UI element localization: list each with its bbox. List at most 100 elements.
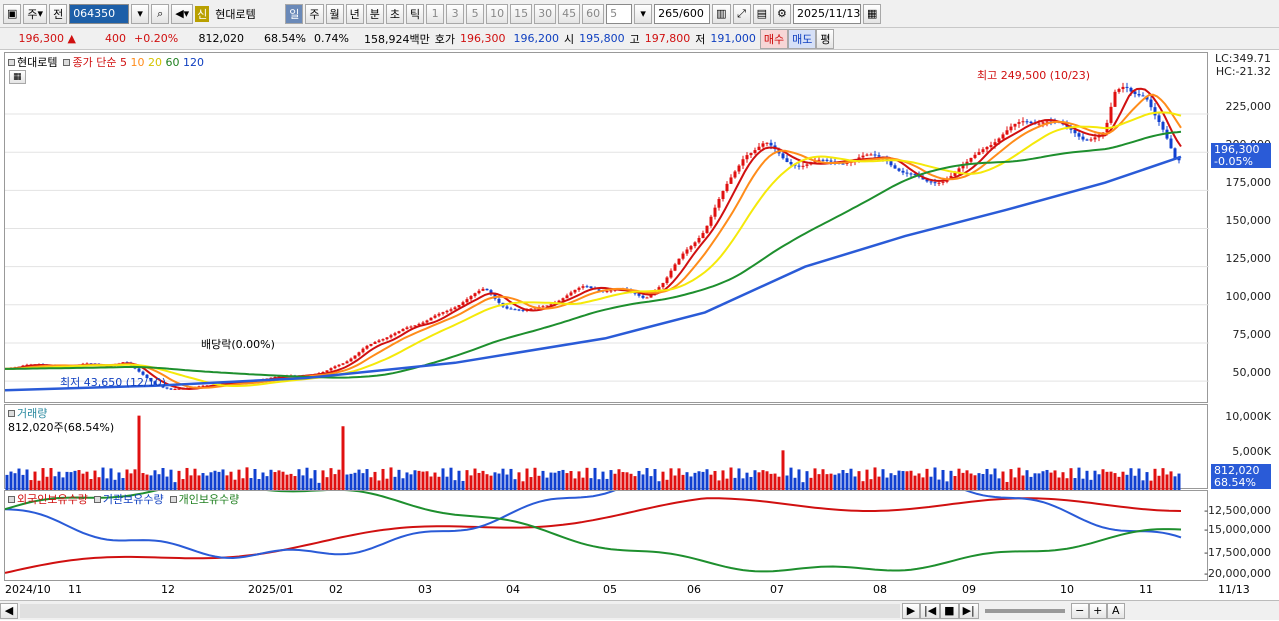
candle-body bbox=[933, 182, 937, 184]
zoom-in-icon[interactable]: + bbox=[1088, 602, 1107, 619]
crosshair-icon[interactable]: ⤢ bbox=[732, 3, 751, 24]
chart-tool-icon[interactable]: ▥ bbox=[712, 3, 731, 24]
buy-button[interactable]: 매수 bbox=[759, 28, 789, 49]
interval-15[interactable]: 15 bbox=[510, 3, 533, 24]
x-tick: 2024/10 bbox=[5, 583, 51, 596]
candle-body bbox=[509, 308, 513, 310]
price-axis: LC:349.71 HC:-21.32 225,000 200,000 175,… bbox=[1209, 52, 1275, 403]
volume-bar bbox=[961, 472, 965, 490]
chart-scrollbar[interactable]: ◀ ▶ |◀ ■ ▶| − + A bbox=[0, 600, 1279, 620]
zoom-slider[interactable] bbox=[984, 608, 1065, 613]
volume-bar bbox=[753, 470, 757, 490]
x-tick: 11 bbox=[68, 583, 82, 596]
period-tick[interactable]: 틱 bbox=[406, 3, 425, 24]
interval-3[interactable]: 3 bbox=[446, 3, 465, 24]
change-pct: +0.20% bbox=[134, 32, 179, 45]
volume-bar bbox=[193, 468, 197, 490]
candle-body bbox=[789, 162, 793, 165]
last-icon[interactable]: ▶| bbox=[958, 602, 979, 619]
volume-bar bbox=[573, 478, 577, 490]
period-second[interactable]: 초 bbox=[385, 3, 405, 24]
volume-bar bbox=[385, 478, 389, 490]
scroll-left-icon[interactable]: ◀ bbox=[0, 602, 18, 619]
volume-bar bbox=[1049, 472, 1053, 490]
volume-bar bbox=[709, 474, 713, 490]
period-month[interactable]: 월 bbox=[325, 3, 344, 24]
font-icon[interactable]: A bbox=[1106, 602, 1125, 619]
candle-body bbox=[513, 309, 517, 311]
candle-body bbox=[573, 289, 577, 293]
volume-bar bbox=[373, 471, 377, 490]
volume-bar bbox=[797, 469, 801, 490]
market-select[interactable]: 주 ▾ bbox=[23, 3, 48, 24]
gear-icon[interactable]: ⚙ bbox=[772, 3, 791, 24]
holding-pane[interactable]: 외국인보유수량 기관보유수량 개인보유수량 bbox=[4, 490, 1208, 581]
volume-bar bbox=[341, 426, 345, 490]
x-tick: 02 bbox=[329, 583, 343, 596]
holding-axis: -12,500,000 -15,000,000 -17,500,000 -20,… bbox=[1204, 490, 1275, 581]
candle-body bbox=[1025, 121, 1029, 123]
volume-bar bbox=[669, 468, 673, 490]
calendar-icon[interactable]: ▦ bbox=[862, 3, 882, 24]
stock-code-input[interactable]: 064350 bbox=[69, 3, 130, 24]
dropdown-icon[interactable]: ▾ bbox=[131, 3, 150, 24]
volume-bar bbox=[757, 472, 761, 490]
candle-body bbox=[581, 286, 585, 288]
scroll-track[interactable] bbox=[20, 603, 900, 618]
volume-bar bbox=[721, 470, 725, 490]
volume-bar bbox=[349, 473, 353, 490]
volume-bar bbox=[949, 470, 953, 490]
save-icon[interactable]: ▤ bbox=[752, 3, 771, 24]
volume-bar bbox=[1117, 476, 1121, 490]
prev-button[interactable]: 전 bbox=[49, 3, 68, 24]
bar-count-input[interactable]: 265/600 bbox=[654, 3, 711, 24]
candle-body bbox=[1045, 121, 1049, 123]
table-icon[interactable]: ▦ bbox=[9, 70, 26, 84]
interval-45[interactable]: 45 bbox=[558, 3, 581, 24]
candle-body bbox=[1153, 107, 1157, 116]
speaker-icon[interactable]: ◀▾ bbox=[171, 3, 194, 24]
individual-legend: 개인보유수량 bbox=[178, 493, 240, 506]
candle-body bbox=[521, 309, 525, 311]
interval-dropdown-icon[interactable]: ▾ bbox=[634, 3, 653, 24]
interval-input[interactable]: 5 bbox=[606, 3, 633, 24]
window-icon[interactable]: ▣ bbox=[3, 3, 22, 24]
candle-body bbox=[1113, 91, 1117, 107]
volume-bar bbox=[1173, 476, 1177, 490]
first-icon[interactable]: |◀ bbox=[920, 602, 941, 619]
price-pane[interactable]: 현대로템 종가 단순 5 10 20 60 120 ▦ 최고 249,500 (… bbox=[4, 52, 1209, 403]
period-year[interactable]: 년 bbox=[345, 3, 364, 24]
interval-30[interactable]: 30 bbox=[534, 3, 557, 24]
period-day[interactable]: 일 bbox=[285, 3, 304, 24]
ma60-legend: 60 bbox=[165, 56, 180, 69]
volume-pane[interactable]: 거래량 812,020주(68.54%) bbox=[4, 404, 1208, 490]
volume-bar bbox=[5, 474, 9, 490]
period-minute[interactable]: 분 bbox=[365, 3, 384, 24]
candle-body bbox=[145, 374, 149, 379]
date-input[interactable]: 2025/11/13 bbox=[792, 3, 861, 24]
volume-pct-tag: 68.54% bbox=[1211, 476, 1271, 489]
sell-button[interactable]: 매도 bbox=[788, 28, 817, 49]
scroll-right-icon[interactable]: ▶ bbox=[902, 602, 920, 619]
candle-body bbox=[517, 309, 521, 311]
candle-body bbox=[369, 343, 373, 346]
candle-body bbox=[1169, 138, 1173, 149]
volume-bar bbox=[201, 473, 205, 490]
y-tick: 125,000 bbox=[1225, 252, 1272, 265]
volume-bar bbox=[401, 478, 405, 490]
volume-bar bbox=[897, 470, 901, 490]
interval-5[interactable]: 5 bbox=[466, 3, 485, 24]
zoom-out-icon[interactable]: − bbox=[1070, 602, 1089, 619]
evaluate-button[interactable]: 평 bbox=[816, 28, 835, 49]
interval-10[interactable]: 10 bbox=[486, 3, 509, 24]
search-icon[interactable]: ⌕ bbox=[151, 3, 170, 24]
volume-bar bbox=[829, 473, 833, 490]
candle-body bbox=[985, 147, 989, 150]
volume-bar bbox=[1105, 471, 1109, 490]
period-week[interactable]: 주 bbox=[305, 3, 324, 24]
interval-60[interactable]: 60 bbox=[582, 3, 605, 24]
candle-body bbox=[421, 322, 425, 324]
interval-1[interactable]: 1 bbox=[426, 3, 445, 24]
stop-icon[interactable]: ■ bbox=[940, 602, 959, 619]
y-tick: 100,000 bbox=[1225, 290, 1272, 303]
